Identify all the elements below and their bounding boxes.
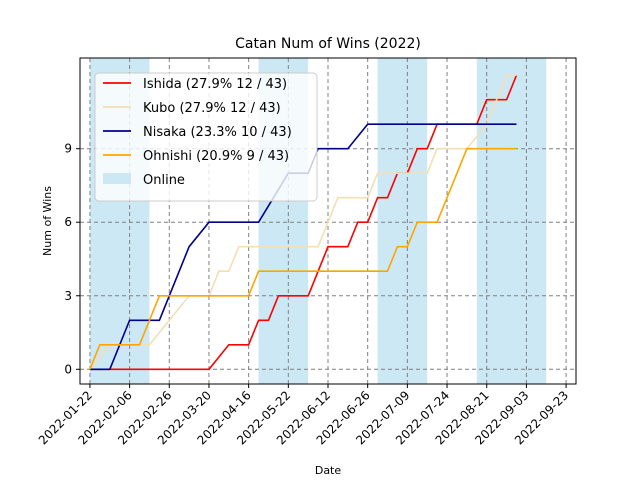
series-lines (89, 74, 518, 371)
series-line-3 (89, 147, 517, 370)
online-span-2 (377, 58, 428, 384)
x-axis-ticks: 2022-01-222022-02-062022-02-262022-03-20… (36, 384, 571, 447)
y-tick-label-0: 0 (64, 362, 72, 376)
legend-box (94, 72, 318, 202)
y-tick-label-1: 3 (64, 289, 72, 303)
y-tick-label-3: 9 (64, 142, 72, 156)
legend: Ishida (27.9% 12 / 43) Kubo (27.9% 12 / 4… (94, 72, 318, 202)
online-span-3 (476, 58, 547, 384)
series-line-1 (89, 74, 517, 370)
grid-lines (80, 58, 576, 384)
x-axis-label: Date (315, 464, 342, 477)
legend-label-online: Online (143, 173, 185, 188)
legend-label-1: Kubo (27.9% 12 / 43) (143, 101, 281, 116)
series-line-2 (89, 123, 517, 371)
chart-title: Catan Num of Wins (2022) (235, 36, 421, 52)
y-tick-label-2: 6 (64, 215, 72, 229)
y-axis-label: Num of Wins (41, 186, 54, 256)
legend-swatch-online (103, 173, 131, 184)
legend-label-2: Nisaka (23.3% 10 / 43) (143, 125, 292, 140)
legend-label-0: Ishida (27.9% 12 / 43) (143, 77, 287, 92)
legend-label-3: Ohnishi (20.9% 9 / 43) (143, 149, 289, 164)
y-axis-ticks: 0 3 6 9 (64, 142, 80, 376)
